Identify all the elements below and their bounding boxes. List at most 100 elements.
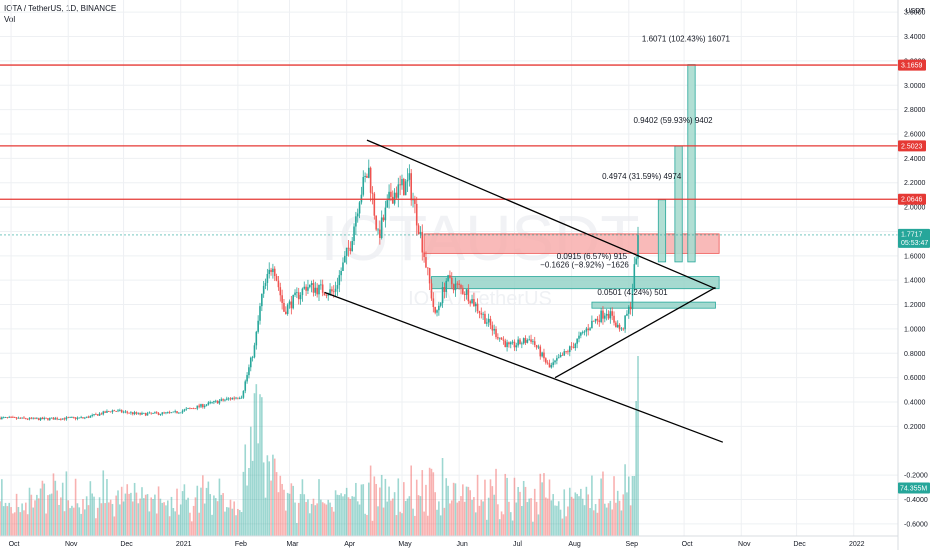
- volume-bar: [69, 508, 71, 536]
- candle-body: [279, 287, 282, 296]
- volume-bar: [244, 444, 247, 536]
- volume-bar: [592, 510, 595, 536]
- volume-bar: [102, 470, 105, 536]
- volume-bar: [96, 507, 99, 536]
- price-tick-label: 0.4000: [904, 400, 926, 407]
- level-price-label: 2.0646: [901, 197, 923, 204]
- volume-bar: [334, 490, 337, 536]
- support-zone: [591, 301, 716, 309]
- volume-bar: [146, 494, 149, 536]
- price-tick-label: 1.4000: [904, 278, 926, 285]
- price-tick-label: 2.6000: [904, 132, 926, 139]
- candle-body: [249, 357, 252, 368]
- volume-bar: [403, 482, 405, 536]
- volume-bar: [56, 490, 58, 536]
- volume-bar: [423, 511, 425, 536]
- candle-body: [253, 345, 256, 358]
- candle-body: [543, 352, 545, 359]
- volume-bar: [133, 482, 136, 536]
- volume-bar: [539, 473, 542, 536]
- candle-body: [373, 193, 376, 216]
- candle-body: [493, 329, 495, 331]
- candle-body: [449, 275, 451, 278]
- candle-body: [367, 167, 370, 178]
- candle-body: [552, 362, 554, 366]
- volume-bar: [447, 485, 449, 536]
- volume-bar: [609, 500, 612, 536]
- volume-bar: [161, 502, 164, 536]
- candle-body: [323, 292, 326, 296]
- volume-bar: [401, 513, 403, 536]
- time-tick-label: Nov: [65, 541, 78, 548]
- volume-bar: [570, 496, 573, 536]
- candle-body: [532, 341, 534, 343]
- volume-bar: [294, 502, 296, 536]
- volume-bar: [297, 502, 300, 536]
- candle-body: [275, 276, 278, 281]
- candle-body: [238, 398, 241, 399]
- candle-body: [296, 292, 298, 294]
- volume-bar: [82, 499, 84, 536]
- candle-body: [43, 417, 46, 420]
- candle-body: [467, 289, 470, 302]
- candle-body: [635, 258, 637, 265]
- volume-bar: [425, 484, 427, 536]
- volume-bar: [635, 401, 637, 536]
- volume-bar: [533, 488, 536, 536]
- volume-bar: [279, 475, 282, 536]
- candle-body: [292, 295, 294, 309]
- volume-bar: [128, 493, 130, 536]
- candle-body: [502, 339, 505, 341]
- candle-body: [541, 352, 543, 357]
- volume-bar: [568, 487, 571, 536]
- volume-bar: [565, 516, 567, 536]
- candle-body: [537, 346, 540, 348]
- candle-body: [358, 202, 361, 214]
- volume-bar: [172, 508, 175, 536]
- candle-body: [126, 411, 129, 413]
- volume-bar: [216, 501, 219, 536]
- volume-bar: [463, 501, 466, 536]
- candle-body: [513, 341, 516, 348]
- volume-bar: [45, 513, 47, 536]
- volume-bar: [174, 511, 176, 536]
- candle-body: [486, 322, 488, 324]
- volume-bar: [0, 501, 1, 536]
- candle-body: [111, 410, 114, 413]
- candle-body: [332, 291, 335, 293]
- price-axis-bg: [898, 0, 932, 550]
- volume-bar: [26, 514, 29, 536]
- candle-body: [248, 367, 250, 376]
- candle-body: [443, 287, 446, 292]
- volume-bar: [277, 492, 280, 536]
- volume-bar: [185, 499, 188, 536]
- price-tick-label: 1.2000: [904, 302, 926, 309]
- volume-bar: [76, 503, 79, 536]
- candle-body: [445, 280, 448, 292]
- candle-body: [583, 331, 586, 333]
- candle-body: [312, 283, 315, 293]
- candle-body: [598, 320, 601, 323]
- volume-bar: [292, 485, 294, 536]
- candle-body: [452, 284, 455, 291]
- candle-body: [251, 357, 254, 359]
- volume-bar: [561, 518, 564, 536]
- measure-annotation: −0.1626 (−8.92%) −1626: [540, 260, 629, 269]
- time-axis[interactable]: Oct Nov Dec 2021 Feb Mar Apr May Jun Jul Aug Sep Oct…: [0, 535, 898, 548]
- chart-symbol-title[interactable]: IOTA / TetherUS, 1D, BINANCE: [4, 4, 117, 13]
- volume-indicator-label[interactable]: Vol: [4, 15, 16, 24]
- volume-bar: [482, 501, 484, 536]
- volume-bar: [338, 495, 341, 536]
- candle-body: [432, 298, 435, 308]
- last-price-badge: [898, 228, 930, 248]
- candle-body: [331, 289, 333, 292]
- price-axis[interactable]: USDT -0.6000 -0.4000 -0.2000 0.2000 0.4000 0.6…: [897, 0, 932, 550]
- candle-body: [509, 342, 512, 345]
- candle-body: [124, 411, 127, 413]
- candle-body: [36, 418, 38, 420]
- candle-body: [412, 199, 414, 201]
- volume-bar: [449, 503, 451, 536]
- bar-countdown-label: 05:53:47: [901, 240, 928, 247]
- candle-body: [535, 345, 538, 348]
